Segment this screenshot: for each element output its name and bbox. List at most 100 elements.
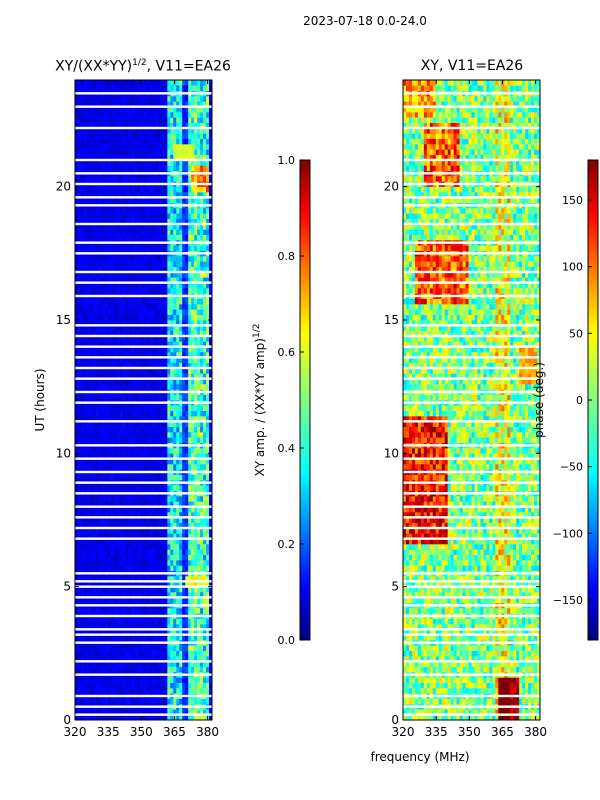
amp-cell: [77, 506, 82, 513]
amp-cell: [116, 624, 120, 630]
amp-cell: [128, 213, 132, 219]
amp-cell: [131, 496, 135, 502]
amp-cell: [203, 581, 207, 587]
amp-cell: [179, 554, 183, 561]
amp-cell: [161, 229, 165, 235]
amp-cell: [116, 538, 120, 545]
amp-cell: [95, 565, 100, 571]
amp-cell: [86, 405, 91, 411]
amp-cell: [176, 528, 180, 534]
amp-cell: [164, 208, 168, 214]
amp-cell: [116, 549, 120, 555]
amp-cell: [77, 677, 82, 683]
amp-cell: [200, 512, 204, 518]
amp-cell: [89, 560, 94, 566]
amp-cell: [182, 261, 186, 267]
amp-cell: [173, 410, 177, 417]
amp-cell: [149, 213, 153, 219]
amp-cell: [137, 256, 141, 262]
amp-cell: [122, 378, 126, 385]
amp-cell: [152, 314, 156, 321]
amp-cell: [101, 314, 106, 321]
amp-cell: [98, 213, 103, 219]
amp-cell: [152, 448, 156, 454]
amp-cell: [209, 714, 213, 721]
amp-cell: [128, 538, 132, 545]
amp-cell: [104, 645, 109, 651]
amp-cell: [92, 405, 97, 411]
amp-cell: [83, 554, 88, 561]
amp-cell: [92, 698, 97, 705]
amp-cell: [188, 586, 192, 593]
amp-cell: [203, 506, 207, 513]
amp-cell: [206, 256, 210, 262]
amp-cell: [176, 314, 180, 321]
amp-cell: [158, 688, 162, 694]
amp-cell: [152, 149, 156, 155]
amp-cell: [167, 426, 171, 433]
amp-cell: [158, 314, 162, 321]
amp-cell: [80, 645, 85, 651]
amp-cell: [188, 474, 192, 481]
amp-cell: [203, 448, 207, 454]
amp-cell: [86, 634, 91, 641]
amp-title-tail: , V11=EA26: [146, 58, 231, 75]
amp-cell: [131, 149, 135, 155]
amp-cell: [107, 544, 112, 550]
amp-cell: [188, 688, 192, 694]
amp-cell: [134, 186, 138, 193]
amp-cell: [203, 384, 207, 390]
amp-cell: [185, 608, 189, 614]
amp-cell: [75, 501, 79, 507]
amp-cell: [143, 549, 147, 555]
amp-cell: [200, 410, 204, 417]
amp-cell: [143, 309, 147, 315]
amp-cell: [170, 544, 174, 550]
amp-cell: [185, 576, 189, 582]
amp-cell: [75, 437, 79, 443]
amp-cell: [101, 138, 106, 145]
amp-cell: [80, 624, 85, 630]
amp-cell: [191, 426, 195, 433]
amp-cell: [149, 506, 153, 513]
amp-cell: [209, 560, 213, 566]
amp-cell: [113, 234, 117, 241]
amp-cell: [113, 533, 117, 539]
amp-cell: [107, 314, 112, 321]
amp-cell: [161, 688, 165, 694]
amp-cell: [122, 309, 126, 315]
amp-cell: [122, 464, 126, 470]
amp-cell: [185, 149, 189, 155]
amp-cell: [176, 245, 180, 251]
amp-cell: [101, 522, 106, 529]
amp-cell: [185, 213, 189, 219]
amp-cell: [75, 512, 79, 518]
amp-cell: [185, 426, 189, 433]
amp-cell: [92, 309, 97, 315]
amp-cell: [206, 618, 210, 625]
amp-cell: [104, 560, 109, 566]
amp-cell: [119, 629, 123, 635]
amp-cell: [158, 448, 162, 454]
amp-cell: [197, 208, 201, 214]
amp-cell: [206, 474, 210, 481]
amp-cell: [83, 645, 88, 651]
amp-cell: [161, 208, 165, 214]
amp-cell: [128, 560, 132, 566]
amp-cell: [185, 597, 189, 603]
amp-cell: [149, 554, 153, 561]
amp-cell: [146, 144, 150, 150]
amp-cell: [116, 245, 120, 251]
amp-cell: [128, 304, 132, 310]
amp-cell: [185, 176, 189, 182]
amp-cell: [122, 608, 126, 614]
amp-cell: [161, 645, 165, 651]
amp-cell: [200, 256, 204, 262]
amp-cell: [110, 533, 115, 539]
amp-cell: [137, 394, 141, 401]
amp-cell: [161, 560, 165, 566]
amp-cell: [179, 458, 183, 465]
amp-cell: [152, 560, 156, 566]
amp-cell: [92, 426, 97, 433]
amp-cell: [176, 405, 180, 411]
